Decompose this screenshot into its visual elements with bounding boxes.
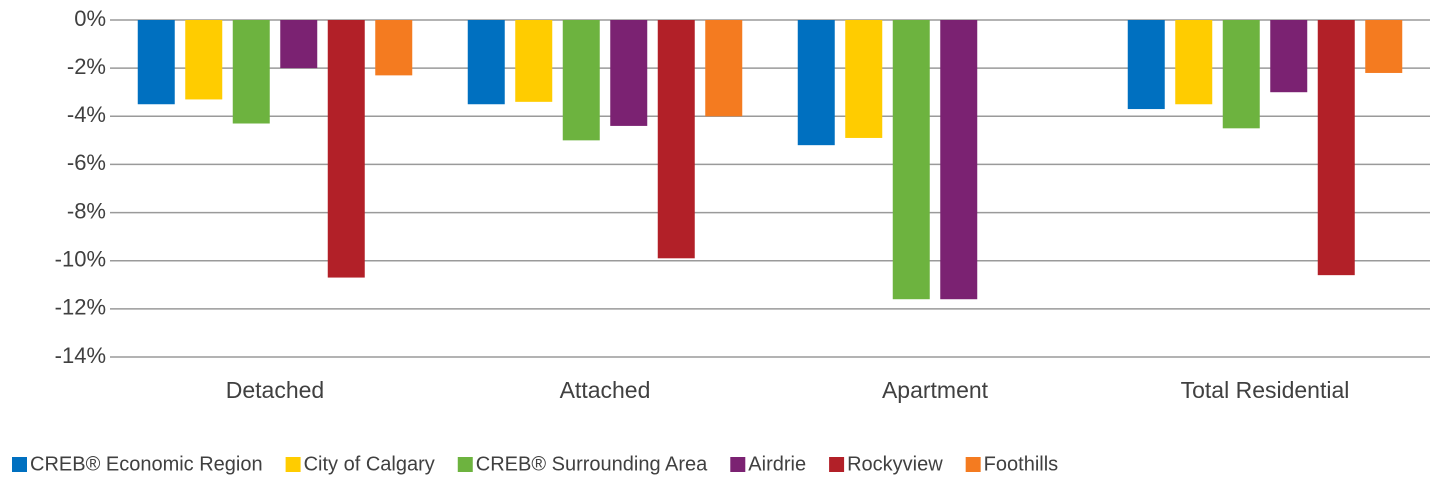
legend-label: CREB® Surrounding Area <box>476 453 708 475</box>
bar <box>1175 20 1213 105</box>
bar <box>610 20 648 126</box>
bar <box>515 20 553 102</box>
y-tick-label: -2% <box>67 54 106 79</box>
bar <box>185 20 223 100</box>
legend-label: CREB® Economic Region <box>30 453 263 475</box>
y-tick-label: -10% <box>55 247 106 272</box>
legend-label: Airdrie <box>748 453 806 475</box>
y-tick-label: -14% <box>55 343 106 368</box>
bar <box>845 20 883 138</box>
x-tick-label: Total Residential <box>1181 377 1350 403</box>
legend-swatch <box>457 457 473 472</box>
legend-swatch <box>730 457 746 472</box>
y-tick-label: 0% <box>74 6 106 31</box>
bar <box>940 20 978 300</box>
x-tick-label: Apartment <box>882 377 989 403</box>
bar <box>1365 20 1403 73</box>
bar <box>1222 20 1260 129</box>
bar <box>137 20 175 105</box>
legend-label: City of Calgary <box>304 453 435 475</box>
legend-swatch <box>12 457 27 472</box>
y-tick-label: -8% <box>67 198 106 223</box>
bar <box>1127 20 1165 110</box>
bar <box>1317 20 1355 276</box>
bar <box>797 20 835 146</box>
x-tick-label: Attached <box>560 377 651 403</box>
legend-label: Rockyview <box>847 453 943 475</box>
y-tick-label: -12% <box>55 295 106 320</box>
legend-label: Foothills <box>984 453 1058 475</box>
bar <box>562 20 600 141</box>
bar <box>232 20 270 124</box>
bar <box>327 20 365 278</box>
bar <box>705 20 743 117</box>
bar <box>657 20 695 259</box>
y-tick-label: -4% <box>67 102 106 127</box>
bar <box>375 20 413 76</box>
y-tick-label: -6% <box>67 150 106 175</box>
bar <box>467 20 505 105</box>
x-tick-label: Detached <box>226 377 324 403</box>
legend-swatch <box>965 457 981 472</box>
bar <box>1270 20 1308 93</box>
legend-swatch <box>829 457 845 472</box>
bar <box>892 20 930 300</box>
bar <box>280 20 318 69</box>
legend-swatch <box>285 457 301 472</box>
